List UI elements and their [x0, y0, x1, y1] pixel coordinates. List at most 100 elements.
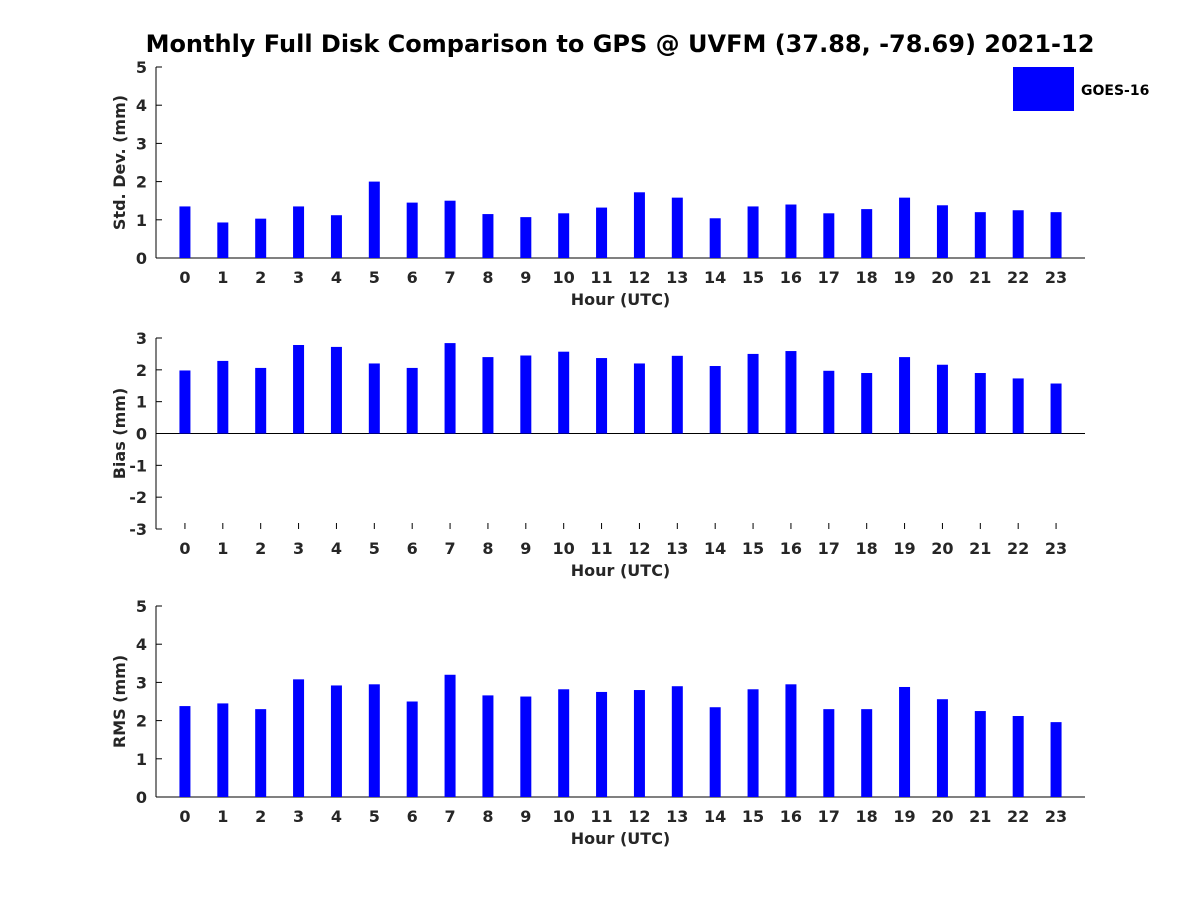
x-tick-label-2: 8	[482, 539, 493, 558]
bar-1-hour-16	[785, 204, 797, 258]
bar-2-hour-22	[1012, 378, 1024, 434]
legend-swatch	[1013, 67, 1074, 111]
bar-3-hour-2	[255, 709, 267, 797]
x-tick-label-1: 10	[553, 268, 575, 287]
x-tick-label-2: 3	[293, 539, 304, 558]
x-tick-label-3: 6	[407, 807, 418, 826]
bar-3-hour-0	[179, 706, 191, 797]
x-tick-label-2: 0	[179, 539, 190, 558]
x-tick-label-1: 23	[1045, 268, 1067, 287]
bar-3-hour-23	[1050, 722, 1062, 797]
x-tick-label-3: 8	[482, 807, 493, 826]
bar-2-hour-8	[482, 357, 494, 434]
bar-3-hour-7	[444, 674, 456, 797]
bar-1-hour-0	[179, 206, 191, 258]
bar-1-hour-21	[974, 212, 986, 258]
bar-1-hour-1	[217, 222, 229, 258]
x-tick-label-3: 23	[1045, 807, 1067, 826]
x-tick-label-1: 3	[293, 268, 304, 287]
bar-3-hour-20	[936, 699, 948, 797]
x-axis-label-1: Hour (UTC)	[571, 290, 671, 309]
y-tick-label-2: -3	[129, 520, 147, 539]
x-tick-label-2: 6	[407, 539, 418, 558]
y-axis-label-3: RMS (mm)	[110, 655, 129, 748]
x-tick-label-3: 22	[1007, 807, 1029, 826]
x-tick-label-1: 12	[628, 268, 650, 287]
bar-1-hour-9	[520, 217, 532, 258]
bar-2-hour-13	[671, 355, 683, 434]
bar-2-hour-4	[330, 346, 342, 434]
bar-3-hour-5	[368, 684, 380, 797]
x-tick-label-3: 21	[969, 807, 991, 826]
y-tick-label-2: 3	[136, 329, 147, 348]
bar-2-hour-3	[293, 345, 305, 434]
y-tick-label-3: 4	[136, 635, 147, 654]
bar-2-hour-21	[974, 373, 986, 434]
bar-2-hour-9	[520, 355, 532, 434]
y-tick-label-2: 2	[136, 361, 147, 380]
y-tick-label-1: 3	[136, 134, 147, 153]
x-tick-label-1: 5	[369, 268, 380, 287]
bar-3-hour-18	[861, 709, 873, 797]
bar-3-hour-17	[823, 709, 835, 797]
y-tick-label-3: 1	[136, 750, 147, 769]
x-tick-label-2: 21	[969, 539, 991, 558]
bar-2-hour-6	[406, 367, 418, 434]
bar-2-hour-23	[1050, 383, 1062, 434]
x-tick-label-2: 1	[217, 539, 228, 558]
x-tick-label-1: 15	[742, 268, 764, 287]
y-tick-label-3: 2	[136, 712, 147, 731]
x-tick-label-2: 18	[856, 539, 878, 558]
x-tick-label-1: 1	[217, 268, 228, 287]
y-axis-label-1: Std. Dev. (mm)	[110, 95, 129, 230]
bar-1-hour-19	[899, 197, 911, 258]
x-tick-label-2: 10	[553, 539, 575, 558]
x-tick-label-3: 18	[856, 807, 878, 826]
x-tick-label-3: 5	[369, 807, 380, 826]
bar-1-hour-3	[293, 206, 305, 258]
bar-2-hour-0	[179, 370, 191, 434]
bar-1-hour-12	[633, 192, 645, 258]
bar-2-hour-5	[368, 363, 380, 434]
x-tick-label-2: 4	[331, 539, 342, 558]
x-tick-label-2: 15	[742, 539, 764, 558]
x-tick-label-3: 1	[217, 807, 228, 826]
x-tick-label-3: 2	[255, 807, 266, 826]
x-tick-label-1: 0	[179, 268, 190, 287]
bar-1-hour-22	[1012, 210, 1024, 258]
bar-1-hour-13	[671, 197, 683, 258]
x-tick-label-3: 20	[931, 807, 953, 826]
x-tick-label-2: 5	[369, 539, 380, 558]
bar-2-hour-11	[596, 358, 608, 434]
x-tick-label-2: 2	[255, 539, 266, 558]
y-tick-label-3: 5	[136, 597, 147, 616]
bar-1-hour-8	[482, 214, 494, 258]
x-tick-label-2: 12	[628, 539, 650, 558]
bar-2-hour-18	[861, 373, 873, 434]
bar-3-hour-21	[974, 711, 986, 797]
x-tick-label-2: 16	[780, 539, 802, 558]
x-tick-label-3: 4	[331, 807, 342, 826]
x-tick-label-1: 2	[255, 268, 266, 287]
bar-2-hour-17	[823, 370, 835, 434]
bar-3-hour-15	[747, 689, 759, 797]
y-tick-label-1: 4	[136, 96, 147, 115]
bar-3-hour-11	[596, 691, 608, 797]
bar-1-hour-14	[709, 218, 721, 258]
x-tick-label-2: 23	[1045, 539, 1067, 558]
x-tick-label-1: 13	[666, 268, 688, 287]
bar-1-hour-17	[823, 213, 835, 258]
bar-3-hour-1	[217, 703, 229, 797]
bar-3-hour-10	[558, 689, 570, 797]
bar-3-hour-14	[709, 707, 721, 797]
bar-3-hour-19	[899, 686, 911, 797]
x-tick-label-1: 16	[780, 268, 802, 287]
y-tick-label-3: 0	[136, 788, 147, 807]
bar-2-hour-16	[785, 351, 797, 434]
legend-label: GOES-16	[1081, 83, 1149, 99]
bar-2-hour-14	[709, 366, 721, 434]
x-tick-label-2: 14	[704, 539, 726, 558]
chart-title: Monthly Full Disk Comparison to GPS @ UV…	[145, 30, 1095, 58]
bar-1-hour-23	[1050, 212, 1062, 258]
x-tick-label-3: 19	[893, 807, 915, 826]
